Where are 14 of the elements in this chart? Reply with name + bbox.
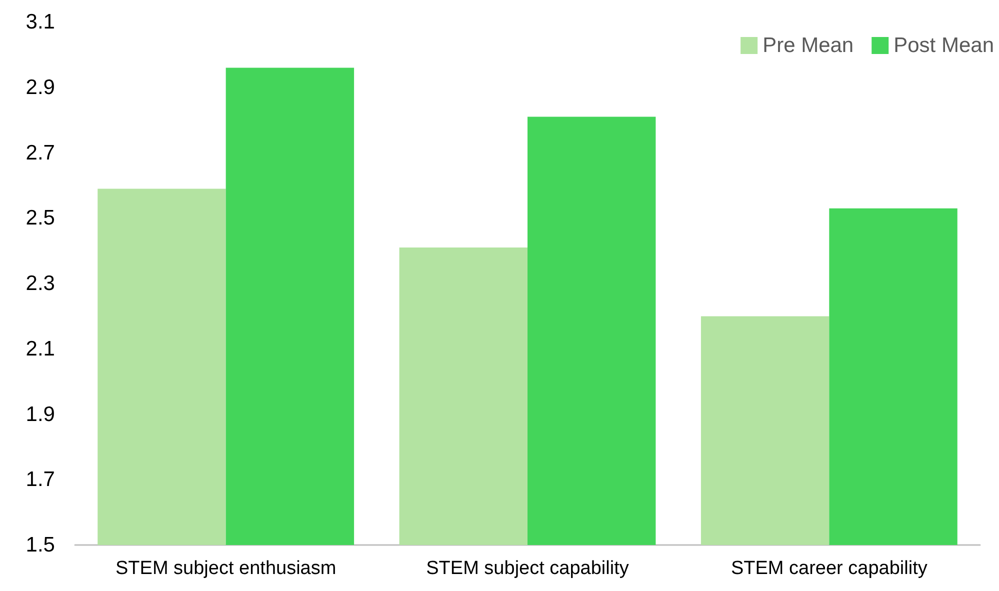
legend-label: Post Mean <box>894 34 994 57</box>
x-tick-label: STEM subject capability <box>426 558 630 579</box>
y-tick-label: 2.3 <box>26 272 55 295</box>
legend-label: Pre Mean <box>762 34 854 57</box>
y-tick-label: 3.1 <box>26 10 55 34</box>
y-tick-label: 2.5 <box>26 206 55 230</box>
y-tick-label: 1.9 <box>26 402 55 426</box>
y-tick-label: 2.1 <box>26 337 55 360</box>
y-tick-label: 2.9 <box>26 76 55 99</box>
x-tick-label: STEM career capability <box>730 558 928 579</box>
x-tick-label: STEM subject enthusiasm <box>115 558 336 579</box>
y-tick-label: 2.7 <box>26 141 55 164</box>
y-tick-label: 1.7 <box>26 468 55 492</box>
y-tick-label: 1.5 <box>26 534 55 556</box>
